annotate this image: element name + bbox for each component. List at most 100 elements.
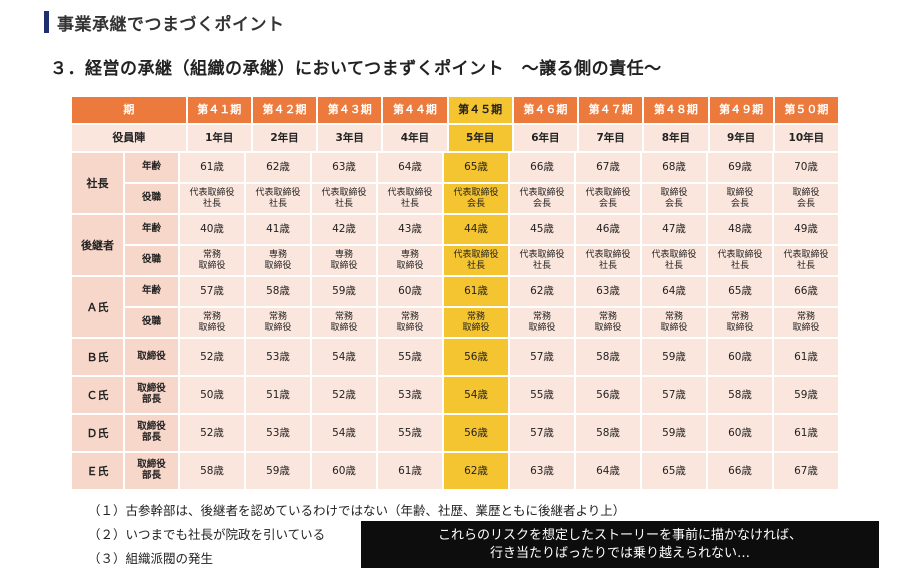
value-cell: 60歳 xyxy=(708,339,772,375)
value-cell: 52歳 xyxy=(180,415,244,451)
value-cell: 代表取締役 社長 xyxy=(576,246,640,275)
value-cell: 57歳 xyxy=(180,277,244,306)
value-cell: 52歳 xyxy=(180,339,244,375)
value-cell: 58歳 xyxy=(246,277,310,306)
period-header-label: 期 xyxy=(72,97,186,123)
value-cell: 常務 取締役 xyxy=(444,308,508,337)
value-cell: 65歳 xyxy=(642,453,706,489)
value-cell: 62歳 xyxy=(246,153,310,182)
row-label: 年齢 xyxy=(125,277,178,306)
member-row: 取締役 52歳 53歳 54歳 55歳 56歳 57歳 58歳 59歳 60歳 61歳 xyxy=(125,339,838,375)
value-cell: 68歳 xyxy=(642,153,706,182)
value-cell: 58歳 xyxy=(576,415,640,451)
period-header-cell: 第４６期 xyxy=(513,97,578,123)
member-name: 社長 xyxy=(72,153,123,213)
value-cell: 常務 取締役 xyxy=(312,308,376,337)
value-cell: 代表取締役 社長 xyxy=(180,184,244,213)
value-cell: 44歳 xyxy=(444,215,508,244)
value-cell: 常務 取締役 xyxy=(708,308,772,337)
value-cell: 57歳 xyxy=(510,339,574,375)
member-name: 後継者 xyxy=(72,215,123,275)
board-year-row: 役員陣 1年目 2年目 3年目 4年目 5年目 6年目 7年目 8年目 9年目 10年目 xyxy=(72,125,838,151)
member-name: Ｅ氏 xyxy=(72,453,123,489)
value-cell: 55歳 xyxy=(378,415,442,451)
member-row: 年齢 57歳 58歳 59歳 60歳 61歳 62歳 63歳 64歳 65歳 66歳 xyxy=(125,277,838,306)
row-label: 役職 xyxy=(125,184,178,213)
value-cell: 常務 取締役 xyxy=(510,308,574,337)
row-label: 年齢 xyxy=(125,153,178,182)
value-cell: 代表取締役 社長 xyxy=(246,184,310,213)
value-cell: 40歳 xyxy=(180,215,244,244)
value-cell: 常務 取締役 xyxy=(246,308,310,337)
member-group: 後継者 年齢 40歳 41歳 42歳 43歳 44歳 45歳 46歳 47歳 48歳 49歳 役職 常務 … xyxy=(72,215,838,275)
value-cell: 59歳 xyxy=(312,277,376,306)
member-row: 役職 代表取締役 社長 代表取締役 社長 代表取締役 社長 代表取締役 社長 代表取締役 … xyxy=(125,184,838,213)
period-header-cell: 第５０期 xyxy=(774,97,838,123)
value-cell: 63歳 xyxy=(312,153,376,182)
value-cell: 63歳 xyxy=(510,453,574,489)
value-cell: 57歳 xyxy=(510,415,574,451)
value-cell: 代表取締役 社長 xyxy=(708,246,772,275)
row-label: 取締役 部長 xyxy=(125,377,178,413)
value-cell: 51歳 xyxy=(246,377,310,413)
value-cell: 59歳 xyxy=(774,377,838,413)
member-group: 社長 年齢 61歳 62歳 63歳 64歳 65歳 66歳 67歳 68歳 69歳 70歳 役職 代表取締… xyxy=(72,153,838,213)
value-cell: 常務 取締役 xyxy=(774,308,838,337)
value-cell: 代表取締役 社長 xyxy=(774,246,838,275)
value-cell: 42歳 xyxy=(312,215,376,244)
value-cell: 50歳 xyxy=(180,377,244,413)
value-cell: 61歳 xyxy=(774,339,838,375)
value-cell: 59歳 xyxy=(642,415,706,451)
value-cell: 61歳 xyxy=(774,415,838,451)
member-row: 取締役 部長 58歳 59歳 60歳 61歳 62歳 63歳 64歳 65歳 66歳 67歳 xyxy=(125,453,838,489)
value-cell: 54歳 xyxy=(444,377,508,413)
value-cell: 59歳 xyxy=(246,453,310,489)
value-cell: 専務 取締役 xyxy=(246,246,310,275)
value-cell: 60歳 xyxy=(378,277,442,306)
member-group: Ｃ氏 取締役 部長 50歳 51歳 52歳 53歳 54歳 55歳 56歳 57歳 58歳 59歳 xyxy=(72,377,838,413)
value-cell: 62歳 xyxy=(444,453,508,489)
page-header: 事業承継でつまづくポイント xyxy=(44,10,285,35)
member-rows: 取締役 部長 58歳 59歳 60歳 61歳 62歳 63歳 64歳 65歳 66歳 67歳 xyxy=(125,453,838,489)
member-group: Ｄ氏 取締役 部長 52歳 53歳 54歳 55歳 56歳 57歳 58歳 59歳 60歳 61歳 xyxy=(72,415,838,451)
period-header-row: 期第４１期 第４２期 第４３期 第４４期 第４５期 第４６期 第４７期 第４８期 第４９期 第５０… xyxy=(72,97,838,123)
value-cell: 代表取締役 社長 xyxy=(642,246,706,275)
board-label: 役員陣 xyxy=(72,125,186,151)
header-accent-bar xyxy=(44,11,49,33)
row-label: 取締役 部長 xyxy=(125,453,178,489)
period-header-cell: 第４８期 xyxy=(644,97,708,123)
value-cell: 48歳 xyxy=(708,215,772,244)
value-cell: 代表取締役 会長 xyxy=(576,184,640,213)
value-cell: 53歳 xyxy=(246,415,310,451)
board-year-cell: 8年目 xyxy=(644,125,708,151)
value-cell: 65歳 xyxy=(708,277,772,306)
period-header-cell: 第４２期 xyxy=(252,97,317,123)
board-year-cell: 6年目 xyxy=(513,125,578,151)
value-cell: 専務 取締役 xyxy=(378,246,442,275)
member-name: Ａ氏 xyxy=(72,277,123,337)
member-row: 年齢 61歳 62歳 63歳 64歳 65歳 66歳 67歳 68歳 69歳 70歳 xyxy=(125,153,838,182)
member-rows: 取締役 部長 52歳 53歳 54歳 55歳 56歳 57歳 58歳 59歳 60歳 61歳 xyxy=(125,415,838,451)
member-group: Ｅ氏 取締役 部長 58歳 59歳 60歳 61歳 62歳 63歳 64歳 65歳 66歳 67歳 xyxy=(72,453,838,489)
row-label: 役職 xyxy=(125,308,178,337)
board-year-cell: 10年目 xyxy=(774,125,838,151)
member-row: 年齢 40歳 41歳 42歳 43歳 44歳 45歳 46歳 47歳 48歳 49歳 xyxy=(125,215,838,244)
note-item: （２）いつまでも社長が院政を引いている xyxy=(88,526,326,542)
value-cell: 取締役 会長 xyxy=(774,184,838,213)
value-cell: 57歳 xyxy=(642,377,706,413)
section-title: ３．経営の承継（組織の承継）においてつまずくポイント ～譲る側の責任～ xyxy=(50,59,662,79)
value-cell: 常務 取締役 xyxy=(576,308,640,337)
value-cell: 64歳 xyxy=(642,277,706,306)
value-cell: 45歳 xyxy=(510,215,574,244)
member-name: Ｂ氏 xyxy=(72,339,123,375)
member-name: Ｃ氏 xyxy=(72,377,123,413)
value-cell: 55歳 xyxy=(378,339,442,375)
value-cell: 55歳 xyxy=(510,377,574,413)
value-cell: 54歳 xyxy=(312,415,376,451)
value-cell: 59歳 xyxy=(642,339,706,375)
member-row: 取締役 部長 52歳 53歳 54歳 55歳 56歳 57歳 58歳 59歳 60歳 61歳 xyxy=(125,415,838,451)
value-cell: 58歳 xyxy=(180,453,244,489)
value-cell: 53歳 xyxy=(246,339,310,375)
period-header-cell: 第４５期 xyxy=(448,97,512,123)
value-cell: 61歳 xyxy=(444,277,508,306)
